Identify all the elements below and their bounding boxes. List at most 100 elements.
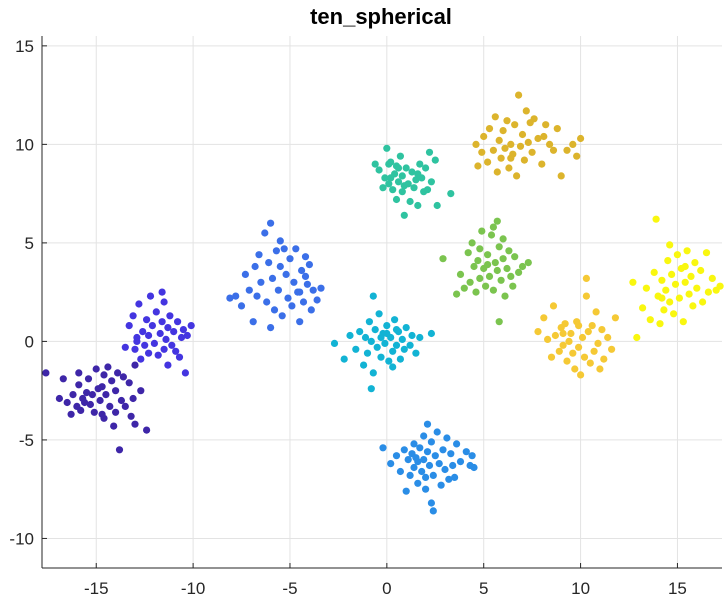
- point-s5-4: [383, 144, 391, 152]
- point-s2-21: [282, 270, 290, 278]
- point-s3-32: [445, 475, 453, 483]
- point-s6-18: [491, 259, 499, 267]
- point-s7-33: [557, 172, 565, 180]
- point-s6-13: [482, 282, 490, 290]
- point-s3-36: [453, 440, 461, 448]
- point-s4-28: [406, 341, 414, 349]
- point-s9-18: [675, 294, 684, 302]
- point-s8-20: [582, 292, 591, 300]
- point-s3-7: [406, 471, 414, 479]
- point-s8-34: [559, 329, 567, 338]
- point-s5-33: [387, 174, 395, 182]
- point-s5-19: [408, 168, 416, 176]
- point-s4-31: [416, 333, 424, 342]
- point-s6-22: [497, 276, 505, 284]
- point-s1-29: [175, 353, 184, 361]
- point-s9-12: [664, 257, 672, 265]
- point-s3-5: [402, 487, 410, 495]
- point-s0-27: [112, 387, 120, 395]
- point-s6-17: [489, 286, 497, 294]
- point-s7-14: [505, 164, 513, 172]
- point-s6-14: [484, 251, 492, 259]
- point-s7-10: [497, 154, 505, 162]
- point-s2-35: [313, 296, 321, 304]
- point-s3-42: [410, 440, 418, 448]
- point-s7-3: [480, 132, 488, 141]
- point-s1-7: [139, 328, 147, 336]
- point-s9-32: [708, 274, 716, 282]
- point-s1-14: [150, 339, 158, 347]
- point-s9-5: [650, 268, 658, 276]
- x-tick-label-2: -5: [282, 579, 297, 598]
- point-s1-6: [137, 355, 145, 363]
- point-s7-38: [540, 132, 548, 141]
- point-s9-13: [666, 298, 674, 306]
- point-s2-29: [298, 266, 306, 275]
- point-s3-14: [418, 467, 426, 476]
- point-s3-6: [404, 456, 412, 464]
- point-s7-0: [472, 140, 480, 148]
- point-s0-1: [55, 394, 64, 403]
- x-tick-label-0: -15: [84, 579, 109, 598]
- point-s8-0: [534, 328, 542, 336]
- point-s7-39: [526, 119, 534, 127]
- point-s4-14: [377, 353, 385, 361]
- point-s0-25: [108, 377, 116, 385]
- point-s4-5: [360, 361, 368, 369]
- point-s2-23: [286, 255, 294, 263]
- point-s2-13: [267, 219, 275, 227]
- point-s9-8: [656, 320, 664, 328]
- point-s1-21: [162, 335, 170, 343]
- point-s5-11: [394, 178, 403, 186]
- point-s6-4: [464, 249, 472, 257]
- point-s0-20: [100, 371, 108, 379]
- point-s6-19: [493, 266, 501, 275]
- point-s8-17: [577, 371, 585, 379]
- point-s1-32: [181, 369, 189, 377]
- point-s0-8: [77, 406, 85, 414]
- axes: [41, 36, 722, 569]
- point-s7-29: [542, 121, 550, 129]
- point-s7-20: [516, 142, 525, 150]
- x-tick-label-5: 10: [571, 579, 590, 598]
- point-s3-1: [387, 460, 395, 468]
- point-s7-21: [518, 130, 527, 139]
- point-s9-31: [704, 288, 713, 296]
- point-s1-5: [135, 300, 143, 308]
- point-s4-21: [391, 316, 399, 324]
- point-s3-22: [427, 438, 435, 446]
- point-s9-23: [685, 290, 693, 298]
- point-s2-12: [265, 259, 273, 267]
- point-s6-8: [472, 288, 480, 296]
- point-s2-28: [296, 318, 304, 326]
- point-s4-26: [400, 345, 408, 353]
- point-s2-33: [307, 306, 315, 314]
- point-s8-30: [604, 333, 612, 342]
- point-s2-32: [303, 280, 311, 288]
- point-s6-9: [474, 257, 482, 265]
- point-s8-10: [563, 357, 571, 365]
- point-s3-25: [431, 452, 439, 460]
- point-s7-34: [563, 146, 571, 154]
- point-s4-7: [363, 349, 372, 357]
- point-s2-0: [226, 294, 234, 302]
- point-s6-29: [511, 253, 519, 261]
- point-s6-5: [466, 278, 474, 286]
- point-s4-17: [383, 322, 391, 330]
- point-s4-37: [377, 333, 385, 342]
- point-s4-4: [356, 328, 364, 336]
- point-s5-7: [389, 186, 397, 194]
- point-s6-10: [476, 274, 484, 282]
- point-s5-3: [381, 174, 389, 182]
- point-s0-5: [69, 391, 77, 399]
- point-s4-25: [398, 335, 406, 343]
- point-s3-31: [443, 434, 451, 442]
- point-s2-16: [272, 247, 280, 255]
- point-s2-30: [299, 298, 308, 306]
- point-s3-13: [416, 444, 424, 452]
- point-s1-20: [160, 298, 168, 306]
- point-s1-34: [187, 322, 195, 330]
- point-s6-0: [439, 255, 447, 263]
- point-s4-34: [369, 292, 377, 300]
- point-s4-24: [396, 355, 404, 363]
